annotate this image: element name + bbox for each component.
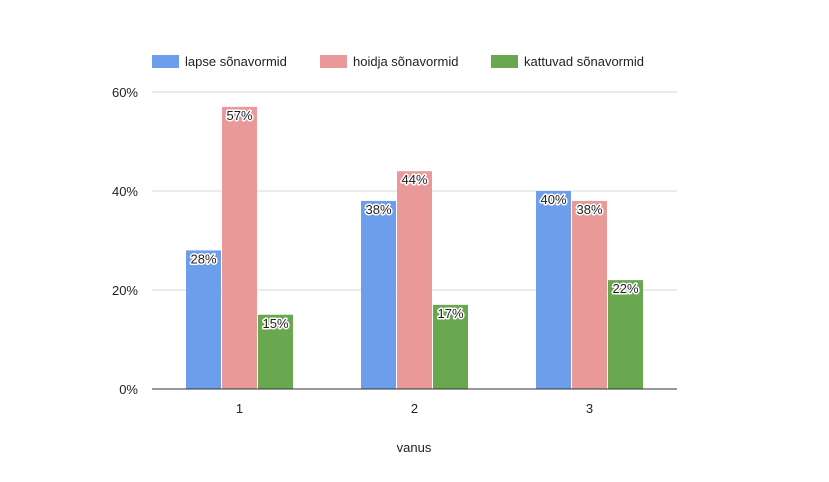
legend: lapse sõnavormid hoidja sõnavormid kattuva…: [152, 54, 644, 69]
data-label: 44%: [401, 172, 427, 187]
bar: [361, 200, 396, 389]
x-tick-label: 2: [411, 401, 418, 416]
bar: [397, 171, 432, 389]
x-tick-label: 3: [586, 401, 593, 416]
legend-label: kattuvad sõnavormid: [524, 54, 644, 69]
y-tick-label: 20%: [112, 283, 138, 298]
data-label: 17%: [437, 306, 463, 321]
x-axis: 1 2 3: [152, 388, 677, 416]
y-tick-label: 0%: [119, 382, 138, 397]
data-label: 22%: [612, 281, 638, 296]
bar: [572, 200, 607, 389]
data-label: 15%: [262, 316, 288, 331]
data-label: 38%: [576, 202, 602, 217]
y-tick-label: 60%: [112, 85, 138, 100]
bar: [258, 314, 293, 389]
legend-swatch: [320, 55, 347, 68]
bar: [536, 191, 571, 389]
data-labels: 28% 57% 15% 38% 44% 17% 40% 38% 22%: [189, 106, 640, 332]
bar: [608, 280, 643, 389]
data-label: 40%: [540, 192, 566, 207]
legend-swatch: [491, 55, 518, 68]
bar: [433, 304, 468, 389]
legend-label: lapse sõnavormid: [185, 54, 287, 69]
y-axis: 0% 20% 40% 60%: [112, 85, 138, 397]
legend-label: hoidja sõnavormid: [353, 54, 459, 69]
data-label: 57%: [226, 108, 252, 123]
y-tick-label: 40%: [112, 184, 138, 199]
bar: [222, 106, 257, 389]
bar: [186, 250, 221, 389]
legend-swatch: [152, 55, 179, 68]
data-label: 38%: [365, 202, 391, 217]
bars: [186, 106, 643, 389]
data-label: 28%: [190, 251, 216, 266]
x-axis-title: vanus: [397, 440, 432, 455]
x-tick-label: 1: [236, 401, 243, 416]
